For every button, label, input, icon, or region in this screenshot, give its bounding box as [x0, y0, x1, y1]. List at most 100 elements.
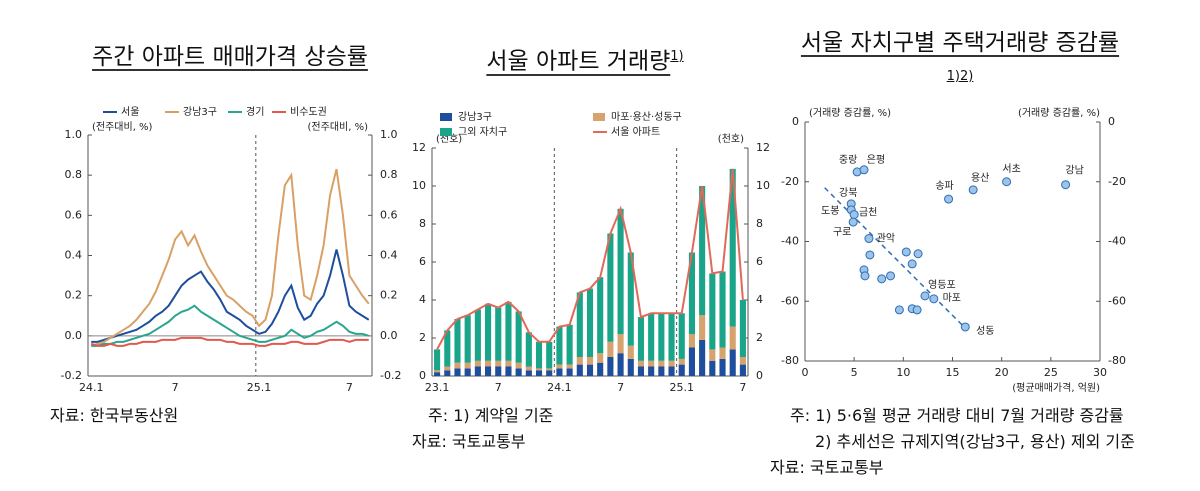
bar-segment: [566, 364, 573, 369]
y-tick-label: 0.8: [65, 168, 83, 181]
bar-segment: [474, 360, 481, 367]
point-label: 금천: [859, 207, 877, 219]
bar-segment: [464, 315, 471, 363]
bar-segment: [454, 319, 461, 363]
bar-segment: [515, 362, 522, 369]
y-tick-label: 4: [419, 293, 426, 306]
x-axis-label: (평균매매가격, 억원): [1012, 381, 1100, 394]
y-tick-label: 0.6: [380, 208, 398, 221]
y-tick-label: 0: [1108, 115, 1115, 128]
bar-segment: [535, 368, 543, 371]
series-line: [91, 249, 370, 343]
y-axis-label: (전주대비, %): [92, 121, 153, 133]
bar-segment: [739, 364, 746, 376]
point: [1002, 177, 1012, 187]
y-tick-label: 2: [419, 331, 426, 344]
bar-segment: [495, 360, 502, 367]
bar-segment: [597, 277, 604, 354]
bar-segment: [637, 360, 645, 367]
point-label: 송파: [935, 180, 953, 192]
series-line: [90, 168, 370, 347]
point: [877, 274, 887, 284]
bar-segment: [485, 303, 492, 361]
y2-axis-label: (전주대비, %): [308, 121, 369, 133]
legend-label: 마포·용산·성동구: [611, 111, 682, 123]
title-note: 1)2): [946, 69, 974, 84]
y-tick-label: 0.8: [380, 168, 398, 181]
bar-segment: [617, 334, 624, 354]
bar-segment: [485, 366, 492, 376]
y-tick-label: -80: [781, 354, 799, 367]
chart-title: 서울 아파트 거래량1): [420, 40, 750, 79]
point: [859, 165, 869, 175]
bar-segment: [495, 366, 502, 376]
bar-segment: [699, 339, 706, 376]
bar-segment: [617, 208, 624, 335]
series-line: [436, 168, 744, 350]
bar-segment: [535, 341, 543, 369]
point: [860, 271, 870, 281]
bar-segment: [464, 368, 471, 376]
y-tick-label: 6: [756, 255, 763, 268]
title-note: 1): [670, 49, 684, 64]
bar-segment: [556, 326, 563, 365]
x-tick-label: 25: [1044, 366, 1058, 379]
point-label: 은평: [867, 154, 885, 166]
point-label: 강남: [1065, 165, 1083, 177]
bar-segment: [699, 315, 706, 340]
bar-segment: [546, 368, 553, 371]
bar-segment: [739, 357, 746, 365]
title-text: 서울 아파트 거래량: [486, 48, 671, 75]
bar-segment: [648, 360, 655, 367]
y-tick-label: -0.2: [61, 369, 82, 382]
y-tick-label: 0: [792, 115, 799, 128]
y-tick-label: 2: [756, 331, 763, 344]
point: [849, 210, 859, 220]
bar-segment: [688, 252, 695, 335]
x-tick-label: 7: [346, 381, 353, 394]
y-tick-label: 12: [756, 141, 770, 154]
point: [929, 294, 939, 304]
y-tick-label: 0.0: [65, 329, 83, 342]
bar-segment: [668, 360, 675, 367]
bar-segment: [627, 358, 634, 376]
bar-segment: [566, 324, 573, 365]
bar-segment: [556, 368, 563, 376]
bar-segment: [627, 252, 634, 346]
y-tick-label: 4: [756, 293, 763, 306]
x-tick-label: 7: [172, 381, 179, 394]
bar-segment: [658, 360, 665, 367]
y-tick-label: 0.2: [380, 289, 398, 302]
bar-segment: [729, 349, 736, 376]
point-label: 강북: [839, 187, 857, 199]
bar-segment: [474, 366, 481, 376]
legend-label: 강남3구: [458, 111, 492, 123]
bar-segment: [515, 368, 522, 376]
bar-segment: [525, 370, 532, 376]
y-tick-label: 10: [412, 179, 426, 192]
legend-swatch: [440, 113, 452, 121]
bar-segment: [729, 326, 736, 350]
bar-segment: [576, 292, 583, 357]
x-tick-label: 7: [739, 381, 746, 394]
legend-label: 비수도권: [290, 106, 327, 118]
x-tick-label: 20: [995, 366, 1009, 379]
y-tick-label: -20: [781, 175, 799, 188]
bar-segment: [709, 273, 716, 350]
bar-segment: [505, 360, 512, 367]
y-tick-label: 0.6: [65, 208, 83, 221]
bar-segment: [556, 364, 563, 369]
x-tick-label: 7: [617, 381, 624, 394]
point: [913, 249, 923, 259]
title-text: 주간 아파트 매매가격 상승률: [92, 44, 368, 70]
x-tick-label: 23.1: [425, 381, 450, 394]
bar-segment: [535, 370, 543, 376]
bar-segment: [597, 362, 604, 376]
point: [901, 247, 911, 257]
bar-segment: [719, 271, 726, 348]
y-tick-label: -40: [1108, 235, 1126, 248]
title-text: 서울 자치구별 주택거래량 증감률: [800, 30, 1120, 56]
y-tick-label: 12: [412, 141, 426, 154]
legend-swatch: [440, 128, 452, 136]
point-label: 용산: [971, 172, 989, 184]
